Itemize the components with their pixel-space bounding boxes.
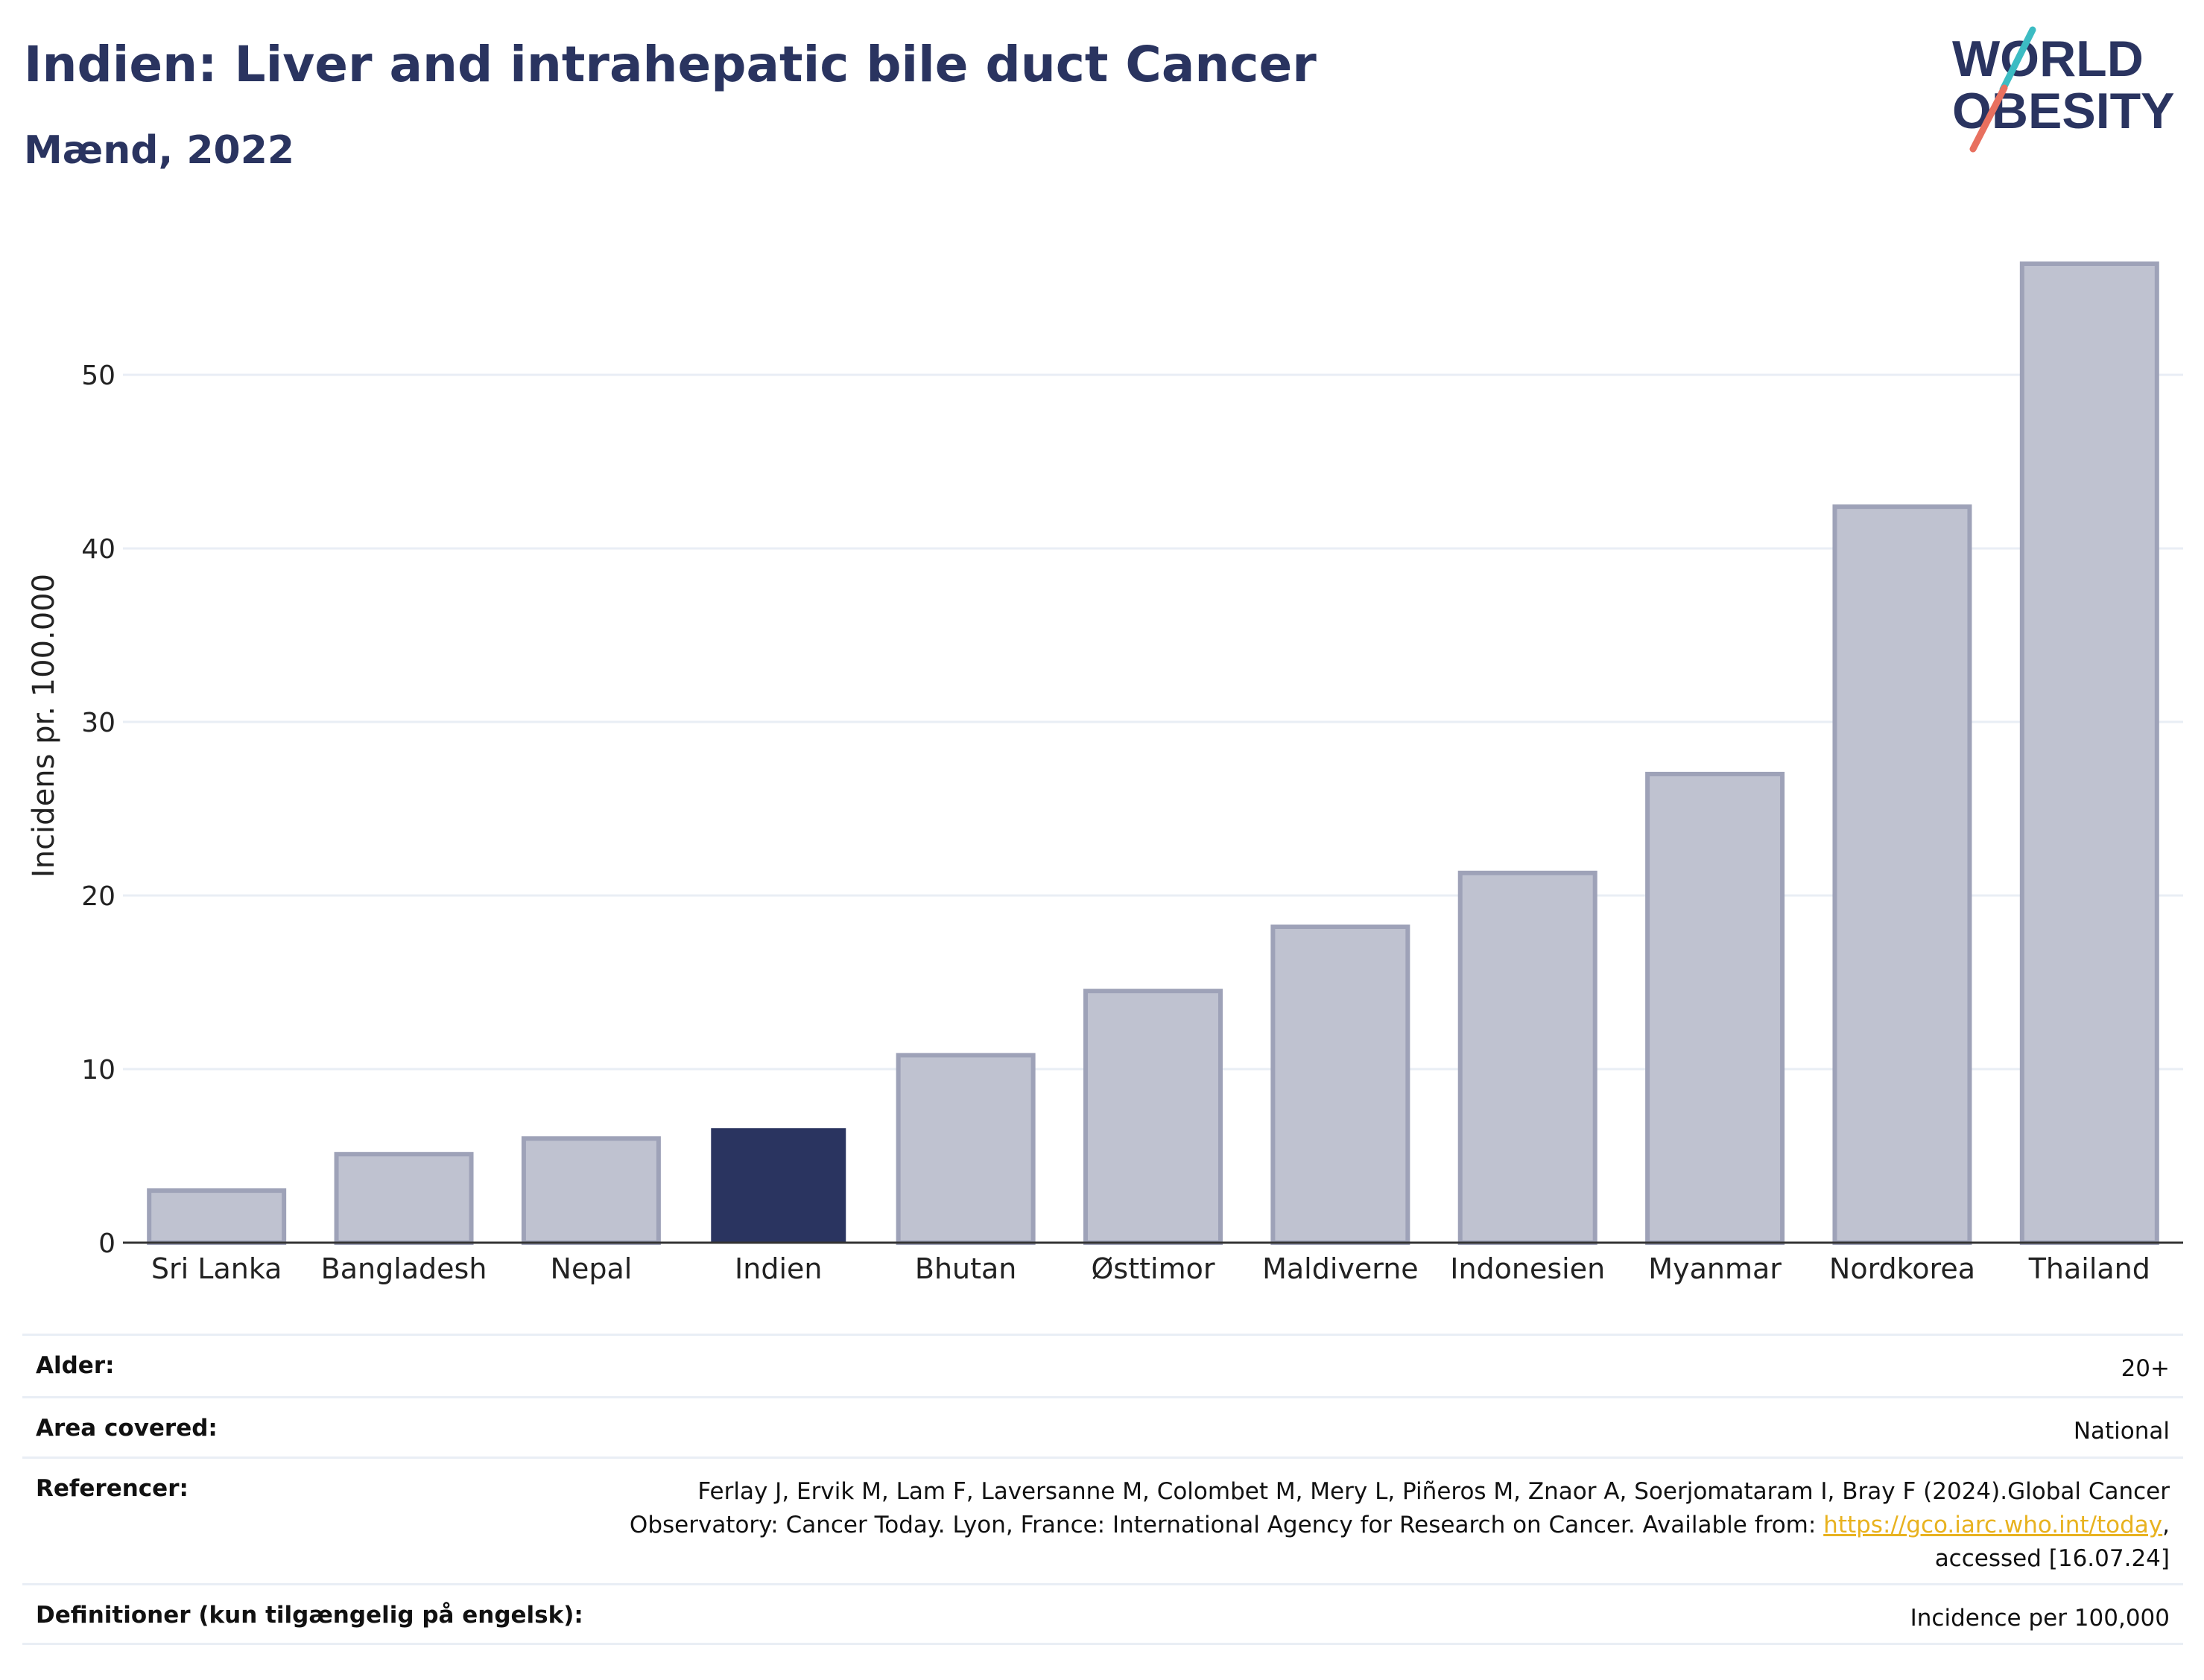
age-label: Alder: (36, 1352, 115, 1379)
y-tick-label: 10 (81, 1055, 115, 1085)
bar (1645, 771, 1785, 1245)
x-tick-label: Thailand (2028, 1252, 2150, 1285)
world-obesity-logo: WORLD OBESITY (1952, 26, 2175, 153)
bar (147, 1188, 287, 1245)
bar (334, 1152, 474, 1246)
logo-slash-coral (1969, 84, 2008, 153)
x-tick-label: Bhutan (915, 1252, 1017, 1285)
x-tick-label: Indien (735, 1252, 822, 1285)
bar (896, 1053, 1036, 1245)
x-tick-label: Sri Lanka (151, 1252, 282, 1285)
definitions-label: Definitioner (kun tilgængelig på engelsk… (36, 1602, 583, 1629)
x-tick-label: Østtimor (1092, 1252, 1215, 1285)
y-tick-label: 40 (81, 534, 115, 565)
x-tick-label: Indonesien (1450, 1252, 1605, 1285)
x-tick-label: Maldiverne (1262, 1252, 1419, 1285)
references-label: Referencer: (36, 1475, 189, 1502)
metadata-table: Alder: 20+ Area covered: National Refere… (22, 1334, 2183, 1645)
chart-subtitle: Mænd, 2022 (24, 128, 295, 173)
bar (1270, 924, 1410, 1245)
reference-line-1: Ferlay J, Ervik M, Lam F, Laversanne M, … (697, 1478, 2170, 1505)
bar (711, 1128, 846, 1243)
bar (1832, 504, 1972, 1245)
reference-line-3: accessed [16.07.24] (1934, 1545, 2170, 1572)
chart-title: Indien: Liver and intrahepatic bile duct… (24, 36, 1317, 93)
x-tick-label: Myanmar (1648, 1252, 1782, 1285)
logo-text-world: WORLD (1952, 31, 2144, 87)
bar (521, 1136, 661, 1246)
meta-row-area: Area covered: National (22, 1396, 2183, 1456)
area-value: National (2073, 1418, 2170, 1445)
bar-chart: 0 10 20 30 40 50 Sri Lanka Bangladesh Nepal Indie… (27, 261, 2183, 1285)
area-label: Area covered: (36, 1415, 218, 1442)
y-tick-label: 30 (81, 708, 115, 738)
references-value: Ferlay J, Ervik M, Lam F, Laversanne M, … (630, 1475, 2170, 1576)
x-tick-label: Nordkorea (1829, 1252, 1975, 1285)
meta-row-references: Referencer: Ferlay J, Ervik M, Lam F, La… (22, 1456, 2183, 1583)
reference-line-2-end: , (2162, 1512, 2170, 1538)
bar (2019, 261, 2159, 1245)
y-tick-label: 0 (98, 1229, 115, 1259)
y-axis-title: Incidens pr. 100.000 (27, 574, 61, 878)
reference-line-2: Observatory: Cancer Today. Lyon, France:… (629, 1512, 1824, 1538)
meta-row-definitions: Definitioner (kun tilgængelig på engelsk… (22, 1583, 2183, 1645)
bar (1457, 870, 1597, 1245)
age-value: 20+ (2121, 1355, 2170, 1382)
meta-row-age: Alder: 20+ (22, 1334, 2183, 1396)
reference-link[interactable]: https://gco.iarc.who.int/today (1823, 1512, 2163, 1538)
logo-slash-teal (1999, 26, 2036, 93)
x-tick-label: Nepal (551, 1252, 633, 1285)
y-tick-label: 50 (81, 361, 115, 391)
bar (1083, 989, 1223, 1245)
definitions-value: Incidence per 100,000 (1910, 1605, 2170, 1632)
y-tick-label: 20 (81, 881, 115, 912)
x-tick-label: Bangladesh (321, 1252, 487, 1285)
